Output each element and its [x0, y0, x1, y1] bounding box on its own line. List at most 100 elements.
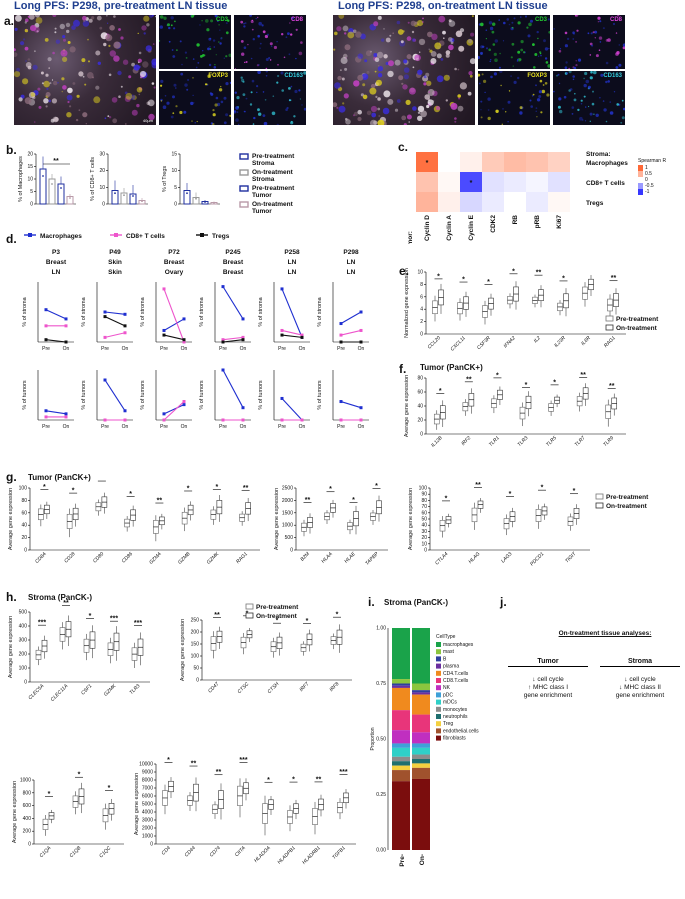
series-line [340, 401, 362, 409]
row-label: Macrophages [586, 160, 628, 167]
y-tick-label: 2000 [142, 826, 153, 832]
cell-dot [557, 105, 561, 109]
cell-dot [566, 37, 570, 41]
cell-dot [236, 96, 240, 100]
cell-dot [128, 75, 132, 79]
y-tick-label: 2 [420, 319, 423, 325]
cell-dot [212, 39, 216, 42]
cell-dot [243, 110, 246, 113]
cell-dot [559, 109, 563, 114]
y-tick-label: 8000 [142, 778, 153, 784]
cell-dot [492, 22, 496, 26]
gene-label: C1QB [69, 845, 83, 859]
y-tick-label: 400 [23, 816, 32, 822]
cell-dot [73, 19, 80, 27]
cell-dot [377, 73, 383, 78]
cell-dot [159, 39, 161, 42]
cell-dot [117, 70, 122, 76]
cell-dot [454, 117, 457, 120]
cell-dot [14, 52, 18, 57]
patient-site-on: LN [288, 269, 297, 276]
data-point [359, 310, 363, 314]
cell-dot [467, 91, 472, 96]
cell-dot [192, 94, 194, 96]
data-point [300, 335, 304, 339]
gene-label: IL2 [533, 335, 542, 344]
y-axis-label: % of stroma [140, 296, 146, 326]
cell-dot [427, 31, 433, 38]
cell-dot [303, 71, 306, 75]
cell-dot [375, 79, 382, 86]
cell-dot [377, 66, 384, 72]
cell-dot [581, 119, 584, 121]
sig-label: * [336, 612, 339, 619]
legend-label: B [443, 656, 447, 662]
panel-e-boxplots: 0 2 4 6 8 10 Normalized gene expression * CCL20 *… [404, 266, 659, 353]
cell-dot [45, 92, 51, 97]
cell-dot [445, 53, 450, 58]
cell-dot [27, 15, 30, 18]
cell-dot [538, 55, 540, 57]
cell-dot [301, 104, 303, 106]
cell-dot [597, 21, 600, 23]
cell-dot [223, 121, 227, 125]
gene-label: TAPBP [364, 551, 380, 567]
heatmap-cell [416, 192, 438, 212]
panel-f-label: f. [399, 362, 407, 376]
cell-dot [558, 97, 562, 101]
cell-dot [600, 73, 604, 77]
x-tick-label: On [299, 424, 306, 430]
cell-dot [511, 42, 515, 46]
y-tick-label: 200 [23, 829, 32, 835]
sig-label: * [496, 372, 499, 379]
gene-label: TGFB1 [331, 845, 347, 861]
col-label: RB [512, 215, 519, 225]
y-tick-label: 20 [99, 168, 105, 174]
data-point [221, 418, 225, 422]
cell-dot [341, 77, 345, 81]
row-label: Tregs [586, 200, 604, 207]
cell-dot [583, 95, 586, 98]
sig-label: * [512, 268, 515, 275]
cell-dot [290, 33, 293, 36]
cell-dot [99, 26, 103, 30]
cell-dot [407, 21, 410, 24]
cell-dot [138, 61, 140, 64]
cell-dot [373, 53, 378, 57]
cell-dot [34, 15, 40, 18]
cell-dot [421, 21, 424, 23]
patient-site-pre: LN [288, 259, 297, 266]
y-tick-label: 0 [150, 842, 153, 848]
cell-dot [258, 64, 260, 66]
cell-dot [32, 64, 38, 70]
row-label: CD8+ T cells [586, 180, 625, 187]
y-tick-label: 90 [421, 492, 427, 498]
cell-dot [283, 56, 286, 59]
series-line [163, 404, 185, 415]
cell-dot [172, 95, 175, 99]
cell-dot [67, 100, 70, 104]
cell-dot [481, 73, 484, 76]
cell-dot [196, 43, 200, 47]
heatmap-cell [460, 192, 482, 212]
cell-dot [145, 45, 152, 52]
x-tick-label: On [122, 424, 129, 430]
sig-label: * [553, 379, 556, 386]
y-tick-label: 80 [421, 498, 427, 504]
sig-label: *** [38, 620, 46, 627]
cell-dot [276, 81, 279, 84]
cell-dot [52, 15, 57, 17]
gene-label: IRF2 [460, 435, 472, 447]
heatmap-cell [482, 152, 504, 172]
legend-label: monocytes [443, 707, 468, 713]
cell-dot [448, 44, 454, 51]
cell-dot [595, 113, 599, 117]
y-tick-label: 80 [21, 498, 27, 504]
data-point [300, 333, 304, 337]
cell-dot [406, 54, 412, 60]
stacked-segment [412, 747, 430, 755]
legend-swatch [436, 706, 441, 712]
cell-dot [564, 44, 568, 48]
cell-dot [164, 95, 167, 97]
x-tick-label: On [358, 346, 365, 352]
